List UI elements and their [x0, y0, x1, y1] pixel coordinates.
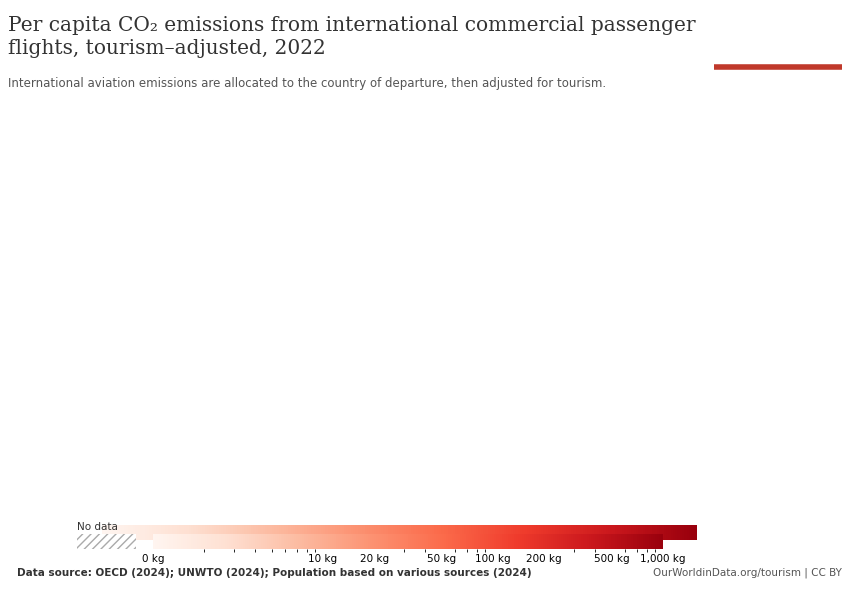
Text: Our World: Our World — [742, 26, 813, 40]
Text: Data source: OECD (2024); UNWTO (2024); Population based on various sources (202: Data source: OECD (2024); UNWTO (2024); … — [17, 568, 531, 578]
Text: Per capita CO₂ emissions from international commercial passenger
flights, touris: Per capita CO₂ emissions from internatio… — [8, 16, 696, 58]
Text: in Data: in Data — [752, 44, 803, 58]
Text: No data: No data — [77, 521, 118, 532]
Text: International aviation emissions are allocated to the country of departure, then: International aviation emissions are all… — [8, 77, 607, 91]
Text: OurWorldinData.org/tourism | CC BY: OurWorldinData.org/tourism | CC BY — [653, 568, 842, 578]
